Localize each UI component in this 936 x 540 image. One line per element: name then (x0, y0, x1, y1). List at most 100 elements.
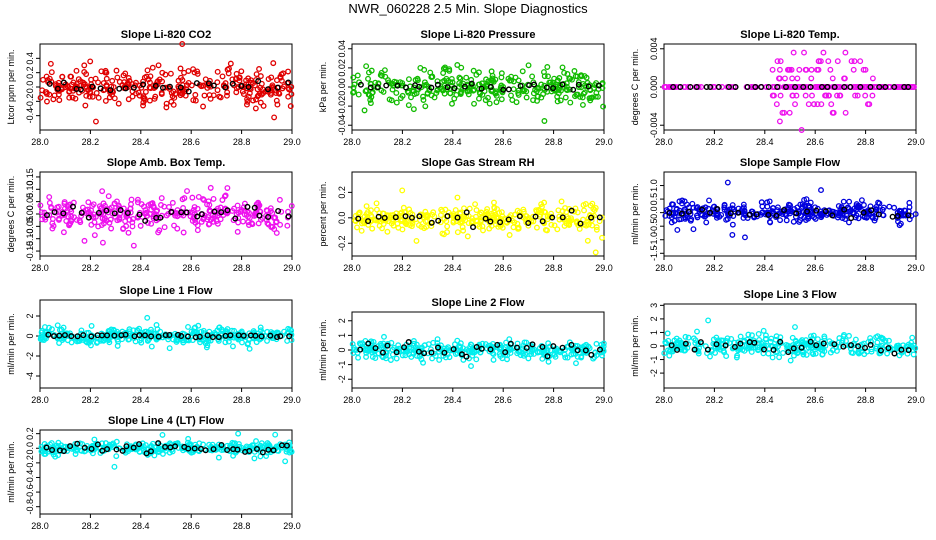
highlight-point (473, 344, 480, 351)
data-point (418, 223, 425, 230)
data-point (712, 349, 719, 356)
data-point (554, 98, 561, 105)
plot-frame (39, 299, 293, 389)
highlight-point (193, 80, 200, 87)
data-point (214, 87, 221, 94)
data-point (583, 341, 590, 348)
highlight-point (85, 214, 92, 221)
data-point (748, 344, 755, 351)
highlight-point (104, 446, 111, 453)
data-point (216, 93, 223, 100)
data-point (599, 352, 606, 359)
data-point (185, 68, 192, 74)
data-point (589, 222, 596, 229)
data-point (472, 201, 479, 208)
data-point (363, 203, 370, 210)
highlight-point (218, 441, 225, 448)
highlight-point (478, 345, 485, 352)
data-point (46, 194, 53, 201)
data-point (665, 337, 672, 344)
data-point (350, 74, 357, 81)
data-point (198, 328, 205, 335)
data-point (505, 75, 512, 82)
highlight-point (194, 213, 201, 220)
data-point (444, 229, 451, 236)
data-point (769, 66, 776, 73)
data-point (350, 89, 357, 96)
highlight-point (898, 346, 905, 353)
data-point (545, 340, 552, 347)
data-point (125, 229, 132, 236)
highlight-point (785, 349, 792, 356)
data-point (733, 354, 740, 361)
data-point (862, 92, 869, 99)
data-point (879, 206, 886, 213)
highlight-point (714, 206, 721, 213)
data-point (47, 60, 54, 67)
data-point (589, 200, 596, 207)
highlight-point (516, 213, 523, 220)
data-point (245, 93, 252, 100)
data-point (213, 218, 220, 225)
data-point (85, 199, 92, 206)
y-tick-label: 0 (25, 333, 35, 338)
data-point (144, 314, 151, 321)
data-point (271, 215, 278, 221)
data-point (203, 344, 210, 351)
x-tick-label: 28.4 (132, 521, 150, 531)
data-point (224, 92, 230, 99)
data-point (120, 72, 127, 79)
data-point (100, 200, 107, 207)
data-point (463, 74, 470, 81)
y-tick-label: 0.0 (337, 212, 347, 225)
highlight-point (685, 208, 692, 215)
highlight-point (841, 206, 848, 213)
data-point (130, 242, 137, 249)
highlight-point (67, 443, 74, 450)
data-point (427, 69, 434, 76)
highlight-point (244, 203, 251, 210)
data-point (834, 58, 841, 65)
data-point (253, 339, 260, 346)
data-point (410, 338, 417, 344)
data-point (363, 353, 370, 360)
data-point (356, 340, 363, 347)
highlight-point (155, 440, 162, 447)
data-point (393, 90, 400, 96)
data-point (55, 82, 62, 89)
data-point (183, 82, 190, 89)
highlight-point (184, 333, 191, 340)
data-point (350, 350, 357, 356)
highlight-point (166, 83, 173, 90)
highlight-point (50, 333, 57, 340)
highlight-point (793, 210, 800, 217)
data-point (812, 210, 819, 217)
data-point (198, 218, 205, 225)
x-tick-label: 28.2 (394, 137, 412, 147)
data-point (454, 194, 461, 201)
data-point (49, 220, 56, 227)
data-point (470, 67, 477, 74)
data-point (250, 97, 257, 104)
data-point (141, 74, 148, 81)
data-point (760, 327, 767, 334)
data-point (823, 92, 830, 99)
data-point (141, 95, 148, 102)
data-point (808, 66, 815, 73)
data-point (554, 77, 561, 84)
data-point (784, 343, 791, 350)
data-point (125, 96, 132, 103)
data-point (490, 78, 497, 85)
highlight-point (753, 211, 760, 218)
data-point (534, 348, 541, 355)
highlight-point (402, 84, 409, 91)
data-point (595, 86, 602, 92)
data-point (236, 74, 243, 81)
highlight-point (245, 84, 252, 91)
highlight-point (461, 83, 468, 90)
data-point (820, 49, 827, 56)
highlight-point (275, 207, 282, 214)
data-point (457, 75, 464, 82)
data-point (457, 89, 464, 96)
data-point (154, 207, 161, 214)
